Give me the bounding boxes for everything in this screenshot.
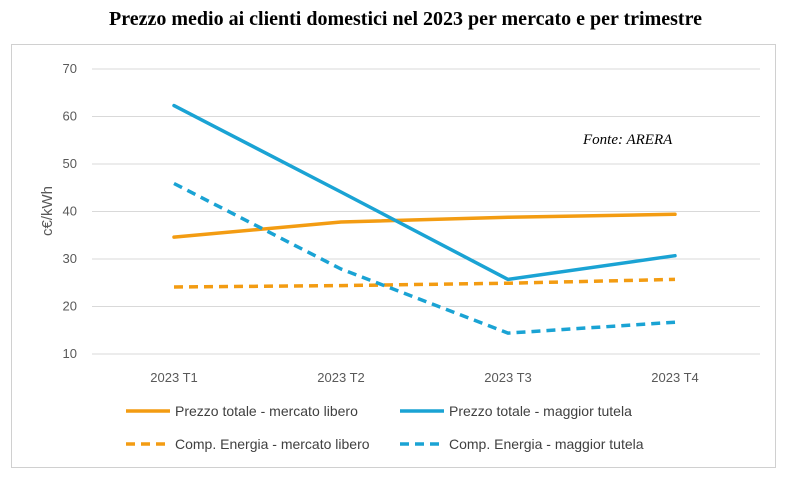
series-line-3 [173, 277, 676, 289]
x-tick-label: 2023 T1 [150, 370, 197, 385]
y-tick-label: 40 [63, 204, 77, 219]
x-tick-label: 2023 T3 [484, 370, 531, 385]
y-tick-label: 20 [63, 299, 77, 314]
x-axis-ticks: 2023 T1 2023 T2 2023 T3 2023 T4 [150, 370, 698, 385]
chart-frame [11, 44, 776, 468]
grid-lines [92, 68, 760, 355]
y-tick-label: 10 [63, 346, 77, 361]
series-line-1 [172, 212, 677, 239]
y-axis-ticks: 10 20 30 40 50 60 70 [63, 61, 77, 361]
y-tick-label: 50 [63, 156, 77, 171]
y-tick-label: 30 [63, 251, 77, 266]
series-lines [172, 103, 677, 335]
chart-title: Prezzo medio ai clienti domestici nel 20… [109, 8, 702, 30]
legend-label: Prezzo totale - maggior tutela [449, 403, 632, 419]
y-axis-label: c€/kWh [39, 186, 56, 236]
series-line-2 [172, 103, 677, 282]
source-note: Fonte: ARERA [582, 132, 673, 148]
series-line-4 [173, 181, 676, 335]
legend-label: Comp. Energia - mercato libero [175, 436, 370, 452]
legend-label: Comp. Energia - maggior tutela [449, 436, 644, 452]
y-tick-label: 60 [63, 109, 77, 124]
legend: Prezzo totale - mercato libero Prezzo tot… [126, 403, 644, 452]
y-tick-label: 70 [63, 61, 77, 76]
x-tick-label: 2023 T4 [651, 370, 698, 385]
x-tick-label: 2023 T2 [317, 370, 364, 385]
legend-label: Prezzo totale - mercato libero [175, 403, 358, 419]
